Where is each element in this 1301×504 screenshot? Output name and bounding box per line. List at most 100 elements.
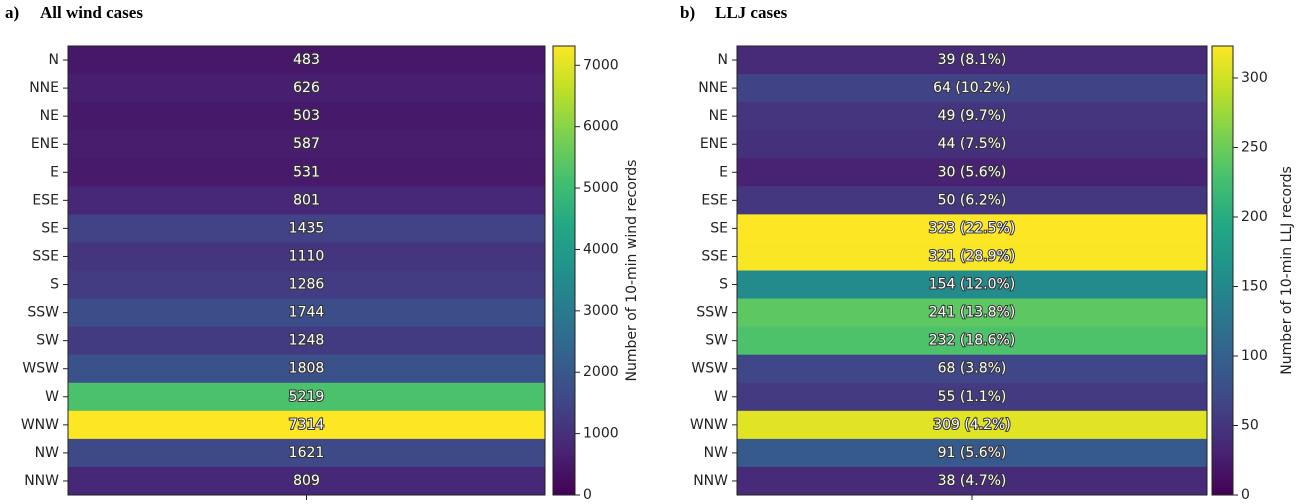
chart-title: LLJ cases xyxy=(715,3,788,22)
heatmap-cell xyxy=(737,438,1207,468)
colorbar-tick-label: 6000 xyxy=(583,119,619,135)
chart-title: All wind cases xyxy=(40,3,143,22)
heatmap-cell xyxy=(737,46,1207,75)
cell-label: 68 (3.8%) xyxy=(938,361,1007,377)
y-tick-label: NNE xyxy=(29,80,59,96)
heatmap-cell xyxy=(737,354,1207,384)
y-tick-label: ESE xyxy=(701,192,728,208)
heatmap-cell xyxy=(68,46,545,75)
heatmap-cell xyxy=(68,74,545,103)
heatmap-cell xyxy=(68,382,545,412)
cell-label: 5219 xyxy=(289,389,325,405)
colorbar-tick-label: 250 xyxy=(1241,139,1268,155)
y-tick-label: E xyxy=(50,164,59,180)
colorbar-tick-label: 3000 xyxy=(583,303,619,319)
heatmap-cell xyxy=(68,270,545,300)
y-tick-label: NNW xyxy=(24,473,59,489)
heatmap-cell xyxy=(68,438,545,468)
y-tick-label: W xyxy=(45,389,59,405)
cell-label: 91 (5.6%) xyxy=(938,445,1007,461)
colorbar-tick-label: 2000 xyxy=(583,364,619,380)
y-tick-label: NE xyxy=(709,108,728,124)
cell-label: 232 (18.6%) xyxy=(929,333,1016,349)
heatmap-cell xyxy=(68,298,545,328)
cell-label: 626 xyxy=(293,80,320,96)
heatmap-cell xyxy=(68,242,545,271)
cell-label: 1435 xyxy=(289,220,325,236)
y-tick-label: NE xyxy=(40,108,59,124)
y-tick-label: SE xyxy=(41,220,59,236)
panel-label: a) xyxy=(5,3,19,22)
heatmap-cell xyxy=(68,354,545,384)
cell-label: 241 (13.8%) xyxy=(929,305,1016,321)
colorbar-tick-label: 1000 xyxy=(583,426,619,442)
heatmap-cell xyxy=(68,102,545,131)
cell-label: 503 xyxy=(293,108,320,124)
colorbar-label: Number of 10-min LLJ records xyxy=(1279,166,1295,375)
y-tick-label: SSW xyxy=(27,305,59,321)
heatmap-cell xyxy=(68,466,545,496)
heatmap-cell xyxy=(737,242,1207,271)
y-tick-label: NNW xyxy=(693,473,728,489)
colorbar-tick-label: 300 xyxy=(1241,70,1268,86)
heatmap-cell xyxy=(737,214,1207,243)
cell-label: 1808 xyxy=(289,361,325,377)
cell-label: 49 (9.7%) xyxy=(938,108,1007,124)
cell-label: 1286 xyxy=(289,277,325,293)
heatmap-cell xyxy=(737,326,1207,356)
colorbar-tick-label: 150 xyxy=(1241,278,1268,294)
heatmap-cell xyxy=(737,186,1207,215)
cell-label: 44 (7.5%) xyxy=(938,136,1007,152)
y-tick-label: WSW xyxy=(691,361,728,377)
cell-label: 38 (4.7%) xyxy=(938,473,1007,489)
colorbar-tick-label: 100 xyxy=(1241,348,1268,364)
y-tick-label: SSW xyxy=(696,305,728,321)
heatmap-cell xyxy=(68,214,545,243)
y-tick-label: S xyxy=(50,277,59,293)
y-tick-label: ENE xyxy=(31,136,59,152)
cell-label: 309 (4.2%) xyxy=(933,417,1011,433)
y-tick-label: SSE xyxy=(32,248,59,264)
y-tick-label: ESE xyxy=(32,192,59,208)
y-tick-label: SE xyxy=(710,220,728,236)
cell-label: 1248 xyxy=(289,333,325,349)
heatmap-cell xyxy=(68,186,545,215)
cell-label: 321 (28.9%) xyxy=(929,248,1016,264)
cell-label: 154 (12.0%) xyxy=(929,277,1016,293)
heatmap-cell xyxy=(737,466,1207,496)
y-tick-label: NNE xyxy=(698,80,728,96)
colorbar-label: Number of 10-min wind records xyxy=(624,160,640,382)
y-tick-label: E xyxy=(719,164,728,180)
y-tick-label: WSW xyxy=(22,361,59,377)
cell-label: 39 (8.1%) xyxy=(938,52,1007,68)
cell-label: 531 xyxy=(293,164,320,180)
heatmap-cell xyxy=(737,102,1207,131)
y-tick-label: S xyxy=(719,277,728,293)
y-tick-label: W xyxy=(714,389,728,405)
heatmap-cell xyxy=(737,130,1207,159)
cell-label: 1621 xyxy=(289,445,325,461)
cell-label: 50 (6.2%) xyxy=(938,192,1007,208)
heatmap-cell xyxy=(737,270,1207,300)
colorbar-tick-label: 0 xyxy=(583,487,592,503)
cell-label: 587 xyxy=(293,136,320,152)
y-tick-label: NW xyxy=(35,445,59,461)
y-tick-label: SW xyxy=(36,333,59,349)
heatmap-cell xyxy=(68,326,545,356)
cell-label: 7314 xyxy=(289,417,325,433)
colorbar-tick-label: 7000 xyxy=(583,57,619,73)
cell-label: 483 xyxy=(293,52,320,68)
colorbar xyxy=(1211,45,1234,496)
cell-label: 64 (10.2%) xyxy=(933,80,1011,96)
cell-label: 323 (22.5%) xyxy=(929,220,1016,236)
y-tick-label: WNW xyxy=(690,417,728,433)
heatmap-cell xyxy=(68,130,545,159)
cell-label: 809 xyxy=(293,473,320,489)
cell-label: 55 (1.1%) xyxy=(938,389,1007,405)
colorbar-tick-label: 0 xyxy=(1241,487,1250,503)
heatmap-cell xyxy=(68,158,545,187)
y-tick-label: N xyxy=(49,52,59,68)
panel-label: b) xyxy=(680,3,695,22)
heatmap-cell xyxy=(737,74,1207,103)
colorbar-tick-label: 5000 xyxy=(583,180,619,196)
